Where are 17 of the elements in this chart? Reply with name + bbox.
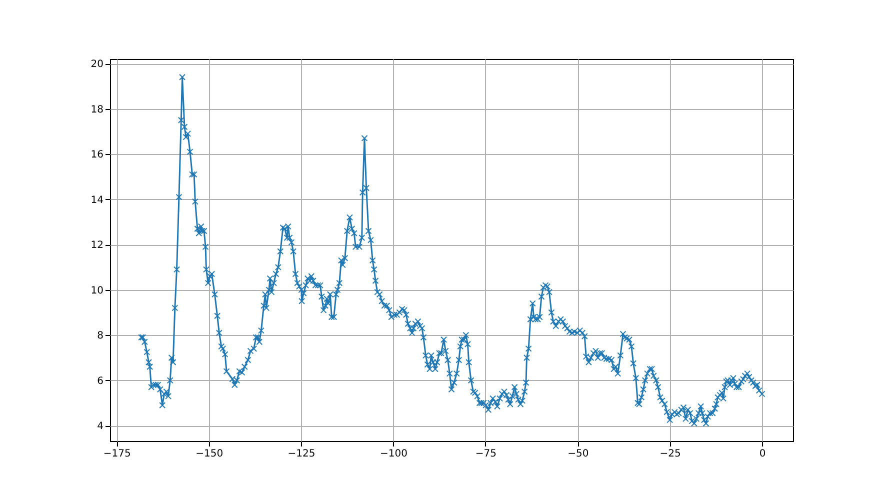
y-tick-label: 4 (97, 421, 104, 432)
y-tick-label: 16 (90, 150, 104, 161)
x-tick-label: −175 (103, 448, 131, 460)
y-tick-label: 14 (90, 194, 104, 206)
y-tick-label: 10 (90, 285, 104, 296)
x-tick-label: 0 (759, 448, 766, 460)
x-tick-label: −100 (380, 448, 408, 460)
x-tick-label: −75 (475, 448, 496, 460)
x-tick-label: −25 (660, 448, 681, 460)
y-tick-label: 12 (90, 240, 104, 252)
x-tick-label: −50 (568, 448, 589, 460)
y-tick-label: 8 (97, 330, 104, 342)
y-tick-label: 20 (90, 59, 104, 70)
x-tick-label: −125 (288, 448, 316, 460)
x-tick-label: −150 (196, 448, 224, 460)
y-tick-label: 6 (97, 376, 104, 387)
y-tick-label: 18 (90, 104, 104, 116)
